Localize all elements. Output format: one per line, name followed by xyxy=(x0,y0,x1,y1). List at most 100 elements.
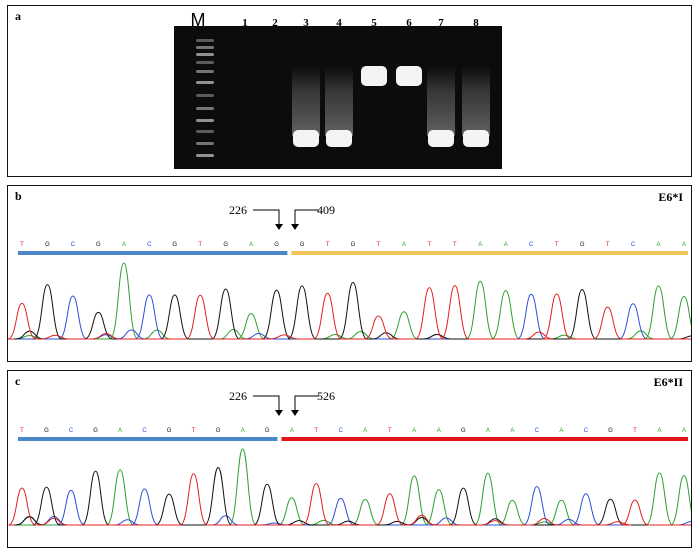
junction-arrow-left xyxy=(253,395,280,415)
marker-ladder-band xyxy=(196,39,214,42)
base-call: T xyxy=(20,242,24,248)
base-call: C xyxy=(631,242,636,248)
base-call: T xyxy=(314,428,318,434)
base-call: A xyxy=(559,428,563,434)
sequence-bar-right xyxy=(281,437,688,441)
marker-ladder-band xyxy=(196,94,214,97)
base-call: G xyxy=(44,428,49,434)
base-call: A xyxy=(363,428,367,434)
base-call: T xyxy=(377,242,381,248)
panel-label: a xyxy=(15,9,21,23)
gel-image: M 1 2 3 4 5 6 7 8 xyxy=(174,10,502,169)
marker-ladder-band xyxy=(196,61,214,64)
panel-label: b xyxy=(15,189,22,203)
junction-arrow-right xyxy=(294,209,319,229)
marker-ladder-band xyxy=(196,154,214,157)
base-call: A xyxy=(478,242,482,248)
marker-ladder-band xyxy=(196,142,214,145)
base-call: T xyxy=(192,428,196,434)
base-call: A xyxy=(486,428,490,434)
base-call: T xyxy=(326,242,330,248)
base-call: T xyxy=(633,428,637,434)
gel-band-high xyxy=(396,66,422,86)
sequence-bar-left xyxy=(18,437,278,441)
trace-A xyxy=(14,448,691,526)
trace-T xyxy=(8,285,691,340)
base-call: T xyxy=(198,242,202,248)
marker-ladder-band xyxy=(196,107,214,110)
lane-smear xyxy=(427,66,455,136)
sequence-bar-right xyxy=(291,251,688,255)
base-call: A xyxy=(249,242,253,248)
base-call: G xyxy=(45,242,50,248)
base-call: T xyxy=(555,242,559,248)
base-call: A xyxy=(437,428,441,434)
gel-band-low xyxy=(326,130,352,147)
base-call: T xyxy=(20,428,24,434)
base-call: G xyxy=(93,428,98,434)
trace-T xyxy=(8,473,691,526)
lane-label: 8 xyxy=(473,17,479,29)
panel-a-gel: a M 1 2 3 4 5 6 7 8 xyxy=(7,5,692,177)
base-call: A xyxy=(657,242,661,248)
marker-ladder-band xyxy=(196,70,214,73)
base-call: G xyxy=(274,242,279,248)
base-call: G xyxy=(608,428,613,434)
base-call: C xyxy=(69,428,74,434)
base-call: G xyxy=(223,242,228,248)
base-call: G xyxy=(461,428,466,434)
lane-smear xyxy=(292,66,320,136)
base-call: G xyxy=(300,242,305,248)
trace-A xyxy=(14,262,691,340)
base-call: A xyxy=(241,428,245,434)
marker-ladder-band xyxy=(196,53,214,56)
base-call: A xyxy=(118,428,122,434)
base-call: G xyxy=(172,242,177,248)
junction-arrow-right xyxy=(294,395,319,415)
trace-G xyxy=(14,467,691,526)
variant-label: E6*I xyxy=(658,190,683,204)
junction-right-label: 409 xyxy=(317,203,335,217)
variant-label: E6*II xyxy=(653,375,683,389)
base-call: A xyxy=(657,428,661,434)
base-call: A xyxy=(504,242,508,248)
marker-ladder-band xyxy=(196,130,214,133)
lane-smear xyxy=(462,66,490,136)
lane-label: 7 xyxy=(438,17,444,29)
gel-band-high xyxy=(361,66,387,86)
base-call: A xyxy=(682,428,686,434)
lane-label: 6 xyxy=(406,17,412,29)
junction-left-label: 226 xyxy=(229,203,247,217)
arrowhead xyxy=(275,224,283,230)
base-call: A xyxy=(122,242,126,248)
lane-label: 4 xyxy=(336,17,342,29)
lane-label: 1 xyxy=(242,17,248,29)
base-call: T xyxy=(428,242,432,248)
base-call: G xyxy=(167,428,172,434)
lane-smear xyxy=(325,66,353,136)
panel-b-chromatogram: b E6*I 226 409 T G C G A C G T G A G G T G T A T T A A C T G T C… xyxy=(7,185,692,362)
arrowhead xyxy=(291,410,299,416)
lane-label: 5 xyxy=(371,17,377,29)
junction-left-label: 226 xyxy=(229,389,247,403)
base-call: G xyxy=(265,428,270,434)
chromatogram-b: 226 409 T G C G A C G T G A G G T G T A T T A A C T G T C A A xyxy=(8,203,691,340)
base-call: C xyxy=(142,428,147,434)
base-call: T xyxy=(453,242,457,248)
base-call: T xyxy=(388,428,392,434)
marker-ladder-band xyxy=(196,46,214,49)
base-call: G xyxy=(216,428,221,434)
chromatogram-c: 226 526 T G C G A C G T G A G A T C A T A A G A A C A C G T A A xyxy=(8,389,691,526)
base-call: G xyxy=(580,242,585,248)
sequence-bar-left xyxy=(18,251,288,255)
arrowhead xyxy=(291,224,299,230)
base-call: A xyxy=(402,242,406,248)
base-call: C xyxy=(71,242,76,248)
trace-G xyxy=(14,282,691,340)
panel-c-chromatogram: c E6*II 226 526 T G C G A C G T G A G A T C A T A A G A A C A C… xyxy=(7,370,692,548)
lane-label: 2 xyxy=(272,17,278,29)
base-call: A xyxy=(682,242,686,248)
junction-arrow-left xyxy=(253,209,280,229)
base-call: C xyxy=(584,428,589,434)
marker-lane-label: M xyxy=(191,10,206,30)
